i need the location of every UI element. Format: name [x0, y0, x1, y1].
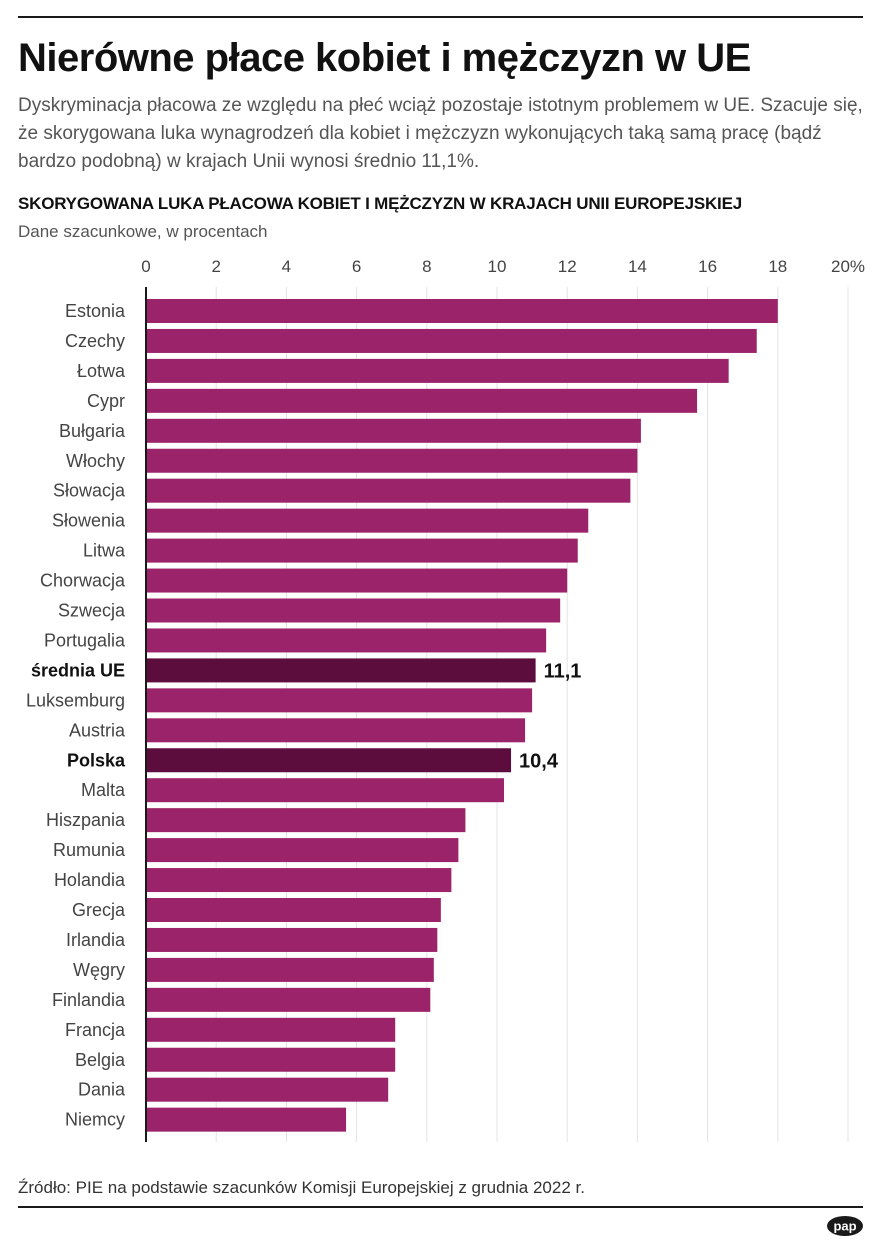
category-label: Cypr [87, 391, 125, 411]
data-label: 11,1 [544, 660, 582, 682]
category-label: Finlandia [52, 990, 126, 1010]
x-tick-label: 2 [211, 257, 220, 276]
pap-logo: pap [827, 1216, 863, 1236]
bar [146, 718, 526, 743]
category-label: Litwa [83, 541, 126, 561]
bar-chart: 0 2 4 6 8 10 12 14 16 18 20% Estonia Czechy Łotwa Cypr… [26, 257, 865, 1142]
category-label: Czechy [65, 331, 125, 351]
bar [146, 299, 778, 323]
x-tick-label: 8 [422, 257, 431, 276]
svg-text:pap: pap [833, 1219, 856, 1234]
data-label: 10,4 [519, 750, 559, 772]
bar [146, 478, 631, 503]
x-tick-label: 14 [628, 257, 647, 276]
bottom-rule [18, 1206, 863, 1208]
category-label: Słowenia [52, 511, 126, 531]
category-label: Belgia [75, 1050, 126, 1070]
category-label: Malta [81, 780, 126, 800]
lead-paragraph: Dyskryminacja płacowa ze względu na płeć… [18, 95, 863, 172]
bar [146, 448, 638, 473]
top-rule [18, 16, 863, 18]
x-tick-label: 0 [141, 257, 150, 276]
source-note: Źródło: PIE na podstawie szacunków Komis… [18, 1178, 585, 1197]
x-tick-label: 4 [282, 257, 291, 276]
bar [146, 808, 466, 833]
bar [146, 538, 578, 563]
category-label: Chorwacja [40, 571, 126, 591]
page-title: Nierówne płace kobiet i mężczyzn w UE [18, 36, 751, 80]
chart-title: SKORYGOWANA LUKA PŁACOWA KOBIET I MĘŻCZY… [18, 194, 742, 213]
category-label: Dania [78, 1080, 126, 1100]
category-label: Włochy [66, 451, 125, 471]
category-label: Irlandia [66, 930, 126, 950]
bar [146, 568, 568, 593]
category-label: Luksemburg [26, 690, 125, 710]
bar [146, 898, 441, 922]
category-label: Szwecja [58, 601, 126, 621]
bar [146, 1047, 396, 1072]
category-label: Węgry [73, 960, 125, 980]
x-tick-label: 20% [831, 257, 865, 276]
category-label: Słowacja [53, 481, 126, 501]
bar [146, 418, 641, 443]
bar [146, 1077, 389, 1102]
bar [146, 358, 729, 383]
x-tick-label: 12 [558, 257, 577, 276]
x-tick-label: 18 [768, 257, 787, 276]
category-label: Portugalia [44, 630, 126, 650]
bar [146, 778, 505, 803]
bar [146, 508, 589, 533]
bar [146, 868, 452, 893]
bar [146, 957, 434, 982]
bar [146, 838, 459, 863]
chart-subtitle: Dane szacunkowe, w procentach [18, 222, 268, 241]
x-tick-label: 6 [352, 257, 361, 276]
category-label: Estonia [65, 301, 126, 321]
bar [146, 688, 533, 713]
category-label: Bułgaria [59, 421, 126, 441]
bar [146, 388, 698, 413]
category-label: Rumunia [53, 840, 126, 860]
bar [146, 748, 512, 773]
bar [146, 658, 536, 683]
category-label: średnia UE [31, 660, 125, 680]
bar [146, 328, 757, 353]
x-tick-label: 10 [488, 257, 507, 276]
x-tick-label: 16 [698, 257, 717, 276]
category-label: Polska [67, 750, 126, 770]
bar [146, 598, 561, 623]
bar [146, 987, 431, 1012]
category-label: Grecja [72, 900, 126, 920]
bar [146, 1107, 347, 1132]
category-label: Łotwa [77, 361, 126, 381]
bar [146, 1017, 396, 1042]
bar [146, 628, 547, 653]
category-label: Holandia [54, 870, 126, 890]
category-label: Austria [69, 720, 126, 740]
category-label: Francja [65, 1020, 126, 1040]
category-label: Niemcy [65, 1110, 125, 1130]
category-label: Hiszpania [46, 810, 126, 830]
bar [146, 927, 438, 952]
